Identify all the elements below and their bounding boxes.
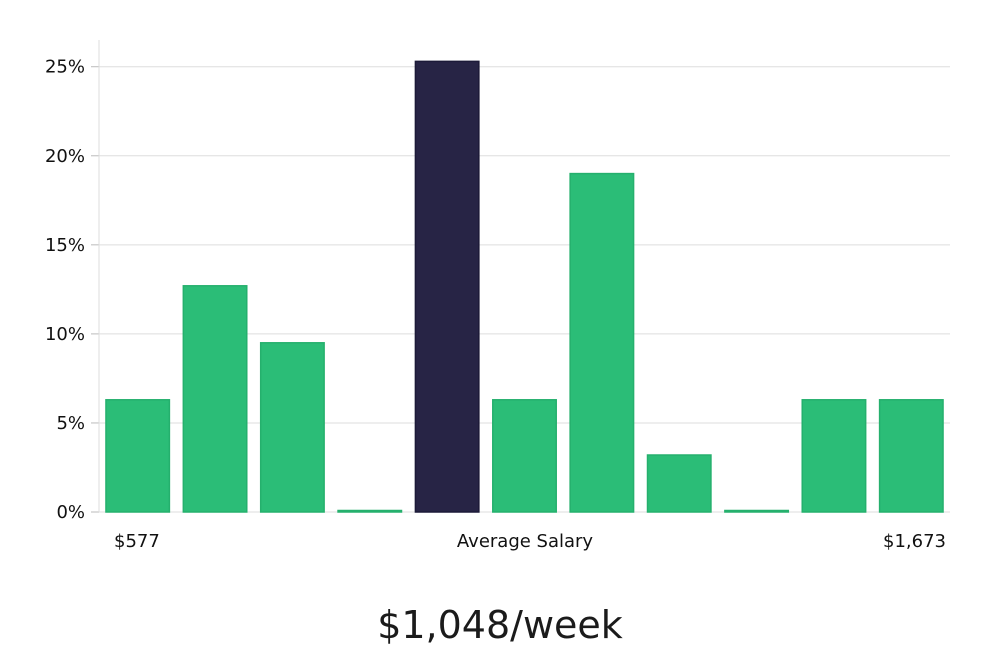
y-tick-label: 0%	[56, 502, 85, 523]
bar	[724, 509, 790, 513]
bar	[182, 285, 248, 513]
bar	[337, 509, 403, 513]
y-tick-label: 15%	[45, 235, 85, 256]
bars-layer	[105, 60, 944, 513]
bar-average-salary	[414, 60, 480, 513]
bar	[492, 399, 557, 513]
bar	[105, 399, 171, 513]
bar	[801, 399, 867, 513]
chart-svg: 0% 5% 10% 15% 20% 25% $577 Average Salary $1,…	[45, 40, 950, 552]
bar	[569, 172, 635, 513]
bar	[646, 454, 712, 513]
x-label-min-salary: $577	[114, 531, 160, 552]
salary-distribution-chart: 0% 5% 10% 15% 20% 25% $577 Average Salary $1,…	[45, 40, 950, 552]
y-tick-label: 5%	[56, 413, 85, 434]
bar	[259, 342, 325, 513]
y-tick-label: 20%	[45, 146, 85, 167]
x-label-max-salary: $1,673	[883, 531, 946, 552]
labels-layer: $577 Average Salary $1,673	[114, 531, 946, 552]
y-tick-label: 10%	[45, 324, 85, 345]
average-salary-caption: $1,048/week	[377, 603, 623, 647]
bar	[878, 399, 944, 513]
y-tick-label: 25%	[45, 57, 85, 78]
axis-layer: 0% 5% 10% 15% 20% 25%	[45, 40, 100, 523]
x-label-average-salary: Average Salary	[457, 531, 594, 552]
